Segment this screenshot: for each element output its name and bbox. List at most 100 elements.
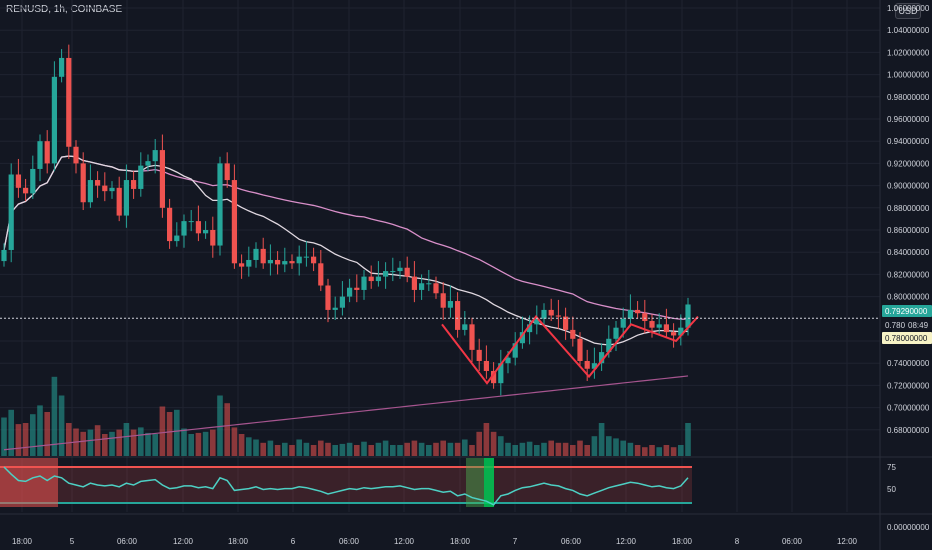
ma-fast-line <box>3 155 689 346</box>
candle <box>289 261 295 264</box>
y-tick-label: 0.94000000 <box>887 137 930 146</box>
volume-bar <box>541 442 547 456</box>
y-tick-label: 0.88000000 <box>887 204 930 213</box>
currency-button[interactable]: USD <box>895 3 921 19</box>
price-badge-bg <box>882 332 932 344</box>
candle <box>210 230 216 246</box>
x-tick-label: 5 <box>70 537 75 546</box>
y-tick-label: 1.02000000 <box>887 48 930 57</box>
candle <box>599 352 605 364</box>
volume-bar <box>152 434 158 456</box>
candle <box>505 357 511 364</box>
volume-bar <box>663 445 670 456</box>
candle <box>397 267 403 272</box>
candle <box>116 187 122 216</box>
price-badge-label: 0.780 <box>885 321 906 330</box>
candle <box>555 315 561 317</box>
candle <box>325 285 331 310</box>
volume-bar <box>562 442 569 456</box>
candle <box>541 309 547 319</box>
volume-bar <box>116 429 122 456</box>
x-tick-label: 06:00 <box>782 537 803 546</box>
candle <box>469 324 475 350</box>
candle <box>239 263 245 267</box>
volume-bar <box>505 442 511 456</box>
candle <box>404 267 410 277</box>
price-badge: 0.780 08:49 <box>882 319 932 331</box>
volume-bar <box>390 445 396 456</box>
y-tick-label: 0.84000000 <box>887 248 930 257</box>
candle <box>318 263 324 286</box>
y-tick-label: 1.04000000 <box>887 26 930 35</box>
rsi-overbought-zone <box>0 458 58 507</box>
volume-bar <box>282 442 288 456</box>
volume-bar <box>519 442 526 456</box>
volume-bar <box>598 423 605 456</box>
candle <box>203 230 209 234</box>
y-tick-label: 1.00000000 <box>887 71 930 80</box>
volume-bar <box>253 439 259 456</box>
candle <box>606 338 612 353</box>
rsi-tick-label: 75 <box>887 463 896 472</box>
candle <box>613 327 619 339</box>
price-badge-bg <box>882 305 932 317</box>
candle <box>354 287 360 290</box>
candle <box>174 235 180 242</box>
candle <box>231 180 237 264</box>
volume-bar <box>512 445 518 456</box>
candle <box>159 150 165 208</box>
candle <box>267 259 273 264</box>
volume-bar <box>325 442 331 456</box>
x-tick-label: 12:00 <box>173 537 194 546</box>
volume-bar <box>145 432 151 456</box>
volume-bar <box>22 423 29 456</box>
candle <box>195 221 201 234</box>
y-tick-label: 0.74000000 <box>887 359 930 368</box>
candle <box>30 168 36 194</box>
rsi-oversold-zone <box>484 458 494 507</box>
volume-bar <box>534 445 540 456</box>
volume-bar <box>656 447 662 456</box>
y-tick-label: 0.82000000 <box>887 270 930 279</box>
volume-bar <box>670 447 677 456</box>
candle <box>303 256 309 258</box>
volume-bar <box>260 442 266 456</box>
volume-bar <box>476 431 482 456</box>
x-tick-label: 06:00 <box>339 537 360 546</box>
volume-bar <box>296 439 302 456</box>
volume-bar <box>577 440 583 456</box>
volume-bar <box>87 429 94 456</box>
candle <box>23 187 29 194</box>
volume-bar <box>231 427 238 456</box>
x-tick-label: 12:00 <box>837 537 858 546</box>
candle <box>152 150 158 162</box>
ma-mid-line <box>3 155 689 320</box>
volume-bar <box>159 406 166 456</box>
volume-bar <box>51 376 58 456</box>
volume-bar <box>267 440 274 456</box>
candle <box>339 296 345 308</box>
volume-bar <box>418 442 425 456</box>
candle <box>66 57 72 147</box>
volume-bar <box>584 445 590 456</box>
volume-bar <box>238 434 245 456</box>
volume-bar <box>685 423 691 456</box>
volume-bar <box>346 442 353 456</box>
candle <box>102 185 108 192</box>
volume-bar <box>426 445 432 456</box>
price-badge-label: 0.78000000 <box>885 334 928 343</box>
candle <box>375 276 381 282</box>
volume-bar <box>310 445 317 456</box>
candle <box>591 363 597 369</box>
symbol-title: RENUSD, 1h, COINBASE <box>6 4 123 15</box>
volume-bar <box>166 412 173 456</box>
candle <box>275 259 281 265</box>
rsi-band <box>0 467 692 503</box>
rsi-tick-label: 0.00000000 <box>887 523 930 532</box>
volume-bar <box>627 442 634 456</box>
candle <box>455 301 461 330</box>
volume-bar <box>102 434 108 456</box>
candle <box>51 76 57 164</box>
